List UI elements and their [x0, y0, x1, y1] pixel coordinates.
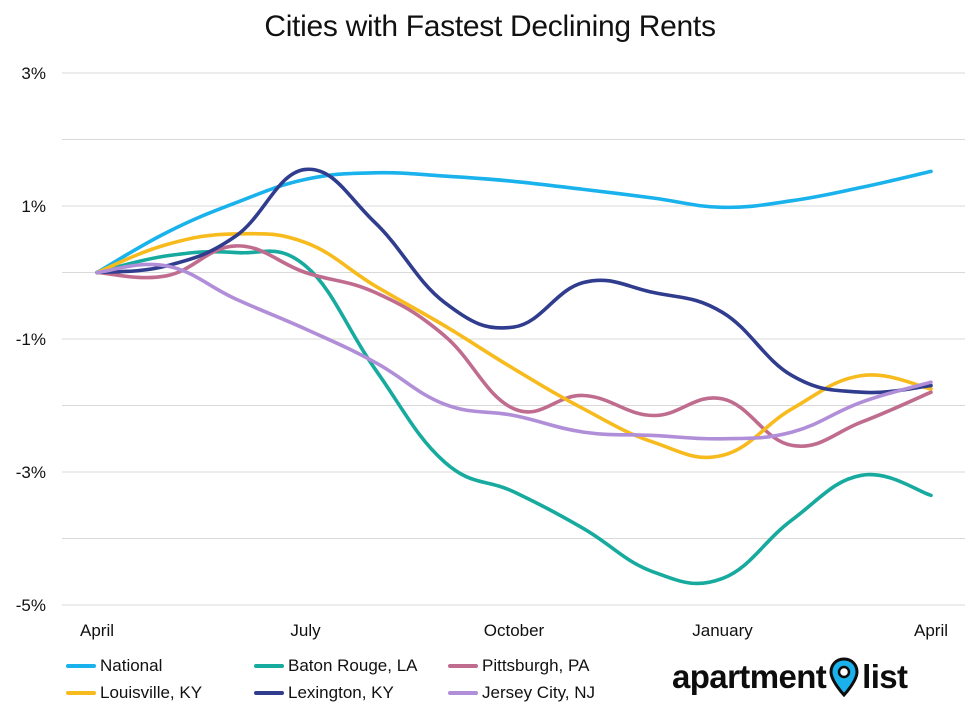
legend-label: National — [100, 656, 163, 675]
legend-label: Pittsburgh, PA — [482, 656, 590, 675]
x-tick-label: April — [80, 621, 114, 640]
legend-label: Jersey City, NJ — [482, 683, 596, 702]
legend-swatch — [254, 664, 284, 668]
legend-label: Baton Rouge, LA — [288, 656, 418, 675]
y-tick-label: 3% — [21, 64, 46, 83]
y-tick-label: -1% — [16, 330, 46, 349]
grid-lines — [62, 72, 965, 606]
legend-item-lexington: Lexington, KY — [254, 683, 394, 703]
y-tick-label: -3% — [16, 463, 46, 482]
x-tick-label: January — [692, 621, 753, 640]
legend-label: Lexington, KY — [288, 683, 394, 702]
x-axis-ticks: April July October January April — [80, 621, 948, 640]
legend-swatch — [448, 691, 478, 695]
legend-item-jersey-city: Jersey City, NJ — [448, 683, 595, 703]
apartment-list-logo: apartment list — [672, 652, 932, 702]
legend-item-baton-rouge: Baton Rouge, LA — [254, 656, 417, 676]
series-line-pittsburgh-pa — [95, 244, 933, 448]
series-lines — [95, 167, 933, 586]
legend-label: Louisville, KY — [100, 683, 203, 702]
x-tick-label: April — [914, 621, 948, 640]
logo-word-list: list — [862, 658, 908, 695]
chart-title: Cities with Fastest Declining Rents — [264, 10, 716, 43]
series-line-louisville-ky — [95, 231, 933, 460]
series-line-national — [95, 169, 933, 275]
y-tick-label: -5% — [16, 596, 46, 615]
x-tick-label: October — [484, 621, 545, 640]
series-line-baton-rouge-la — [95, 249, 933, 586]
legend-item-louisville: Louisville, KY — [66, 683, 202, 703]
y-tick-label: 1% — [21, 197, 46, 216]
series-line-jersey-city-nj — [95, 262, 933, 441]
x-tick-label: July — [290, 621, 321, 640]
logo-word-apartment: apartment — [672, 658, 827, 695]
legend-swatch — [448, 664, 478, 668]
legend-item-national: National — [66, 656, 162, 676]
legend-item-pittsburgh: Pittsburgh, PA — [448, 656, 589, 676]
legend: National Baton Rouge, LA Pittsburgh, PA … — [66, 656, 626, 712]
series-line-lexington-ky — [95, 167, 933, 395]
legend-swatch — [254, 691, 284, 695]
legend-swatch — [66, 691, 96, 695]
legend-swatch — [66, 664, 96, 668]
y-axis-ticks: 3% 1% -1% -3% -5% — [16, 64, 46, 615]
map-pin-icon — [829, 657, 859, 697]
